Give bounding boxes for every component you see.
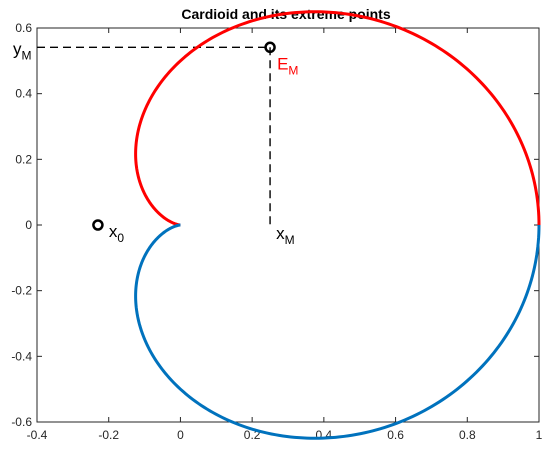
xm-label: xM [276, 224, 295, 247]
y-tick-label: 0.6 [15, 21, 32, 35]
y-tick-label: 0 [25, 218, 32, 232]
x-tick-label: 0.6 [387, 428, 404, 442]
ym-label: yM [13, 39, 32, 62]
y-tick-label: -0.4 [11, 349, 32, 363]
series-lower-blue [134, 223, 541, 440]
x-tick-label: 0.4 [316, 428, 333, 442]
x-tick-label: 0 [177, 428, 184, 442]
series-upper-red [134, 10, 541, 227]
x-tick-label: -0.2 [98, 428, 119, 442]
guide-lines [37, 46, 271, 225]
series-group [134, 10, 541, 440]
x-tick-label: 1 [536, 428, 543, 442]
x-tick-label: -0.4 [27, 428, 48, 442]
em-label: EM [277, 54, 298, 77]
y-tick-label: -0.2 [11, 284, 32, 298]
y-tick-label: -0.6 [11, 415, 32, 429]
y-tick-label: 0.2 [15, 152, 32, 166]
x-tick-label: 0.8 [459, 428, 476, 442]
em-marker [264, 41, 276, 54]
extreme-point-markers [92, 41, 276, 231]
x0-marker [92, 219, 104, 231]
y-tick-label: 0.4 [15, 87, 32, 101]
x0-label: x0 [109, 222, 125, 245]
annotations: yM EM x0 xM [13, 39, 298, 247]
